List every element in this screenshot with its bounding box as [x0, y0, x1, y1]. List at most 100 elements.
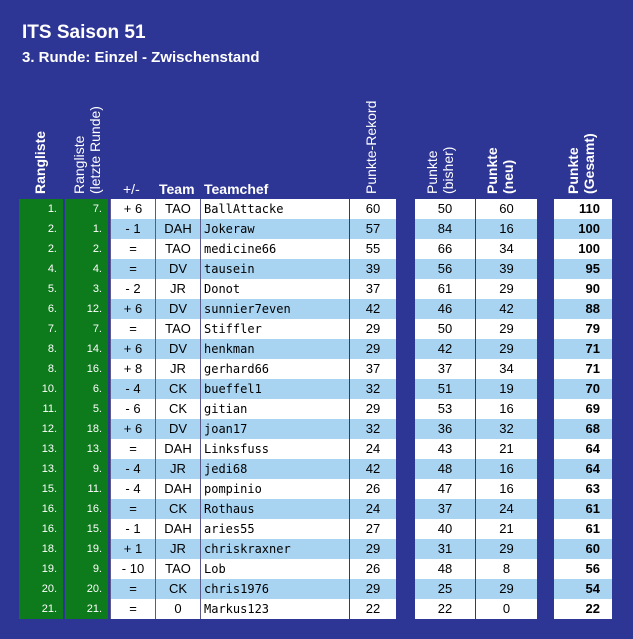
prev-rank-cell: 15.: [65, 519, 108, 539]
change-cell: - 1: [110, 519, 155, 539]
table-row: 7. 7. = TAO Stiffler 29 50 29 79: [0, 319, 633, 339]
punkte-gesamt-cell: 71: [553, 339, 613, 359]
table-row: 12. 18. + 6 DV joan17 32 36 32 68: [0, 419, 633, 439]
punkte-neu-cell: 24: [475, 499, 538, 519]
punkte-gesamt-cell: 70: [553, 379, 613, 399]
table-row: 5. 3. - 2 JR Donot 37 61 29 90: [0, 279, 633, 299]
rank-cell: 10.: [19, 379, 63, 399]
punkte-rekord-cell: 29: [349, 539, 397, 559]
punkte-gesamt-cell: 79: [553, 319, 613, 339]
change-cell: + 6: [110, 299, 155, 319]
rank-cell: 2.: [19, 239, 63, 259]
prev-rank-cell: 20.: [65, 579, 108, 599]
table-row: 15. 11. - 4 DAH pompinio 26 47 16 63: [0, 479, 633, 499]
teamchef-cell: aries55: [200, 519, 349, 539]
punkte-rekord-cell: 37: [349, 359, 397, 379]
team-cell: 0: [155, 599, 200, 619]
team-cell: DAH: [155, 439, 200, 459]
teamchef-cell: gerhard66: [200, 359, 349, 379]
table-row: 21. 21. = 0 Markus123 22 22 0 22: [0, 599, 633, 619]
team-cell: CK: [155, 379, 200, 399]
team-cell: DV: [155, 299, 200, 319]
punkte-rekord-cell: 42: [349, 299, 397, 319]
prev-rank-cell: 7.: [65, 199, 108, 219]
punkte-gesamt-cell: 63: [553, 479, 613, 499]
rank-cell: 21.: [19, 599, 63, 619]
teamchef-cell: bueffel1: [200, 379, 349, 399]
punkte-rekord-cell: 22: [349, 599, 397, 619]
punkte-rekord-cell: 32: [349, 379, 397, 399]
punkte-gesamt-cell: 69: [553, 399, 613, 419]
rank-cell: 2.: [19, 219, 63, 239]
change-cell: + 6: [110, 199, 155, 219]
change-cell: + 8: [110, 359, 155, 379]
team-cell: CK: [155, 499, 200, 519]
punkte-neu-cell: 29: [475, 339, 538, 359]
teamchef-cell: Rothaus: [200, 499, 349, 519]
teamchef-cell: gitian: [200, 399, 349, 419]
rank-cell: 1.: [19, 199, 63, 219]
table-row: 1. 7. + 6 TAO BallAttacke 60 50 60 110: [0, 199, 633, 219]
table-row: 11. 5. - 6 CK gitian 29 53 16 69: [0, 399, 633, 419]
punkte-bisher-cell: 56: [414, 259, 475, 279]
punkte-bisher-cell: 51: [414, 379, 475, 399]
header-punkte-neu-line2: (neu): [500, 159, 516, 194]
punkte-bisher-cell: 37: [414, 499, 475, 519]
punkte-gesamt-cell: 61: [553, 519, 613, 539]
rank-cell: 16.: [19, 499, 63, 519]
teamchef-cell: jedi68: [200, 459, 349, 479]
punkte-neu-cell: 42: [475, 299, 538, 319]
table-row: 10. 6. - 4 CK bueffel1 32 51 19 70: [0, 379, 633, 399]
table-row: 19. 9. - 10 TAO Lob 26 48 8 56: [0, 559, 633, 579]
punkte-rekord-cell: 60: [349, 199, 397, 219]
rank-cell: 8.: [19, 359, 63, 379]
punkte-gesamt-cell: 61: [553, 499, 613, 519]
punkte-rekord-cell: 42: [349, 459, 397, 479]
teamchef-cell: Markus123: [200, 599, 349, 619]
table-row: 18. 19. + 1 JR chriskraxner 29 31 29 60: [0, 539, 633, 559]
punkte-bisher-cell: 50: [414, 319, 475, 339]
punkte-neu-cell: 16: [475, 219, 538, 239]
punkte-bisher-cell: 46: [414, 299, 475, 319]
punkte-rekord-cell: 55: [349, 239, 397, 259]
punkte-bisher-cell: 25: [414, 579, 475, 599]
prev-rank-cell: 9.: [65, 459, 108, 479]
punkte-neu-cell: 34: [475, 359, 538, 379]
team-cell: CK: [155, 399, 200, 419]
prev-rank-cell: 12.: [65, 299, 108, 319]
punkte-rekord-cell: 26: [349, 559, 397, 579]
punkte-neu-cell: 16: [475, 399, 538, 419]
teamchef-cell: tausein: [200, 259, 349, 279]
team-cell: DV: [155, 419, 200, 439]
table-row: 13. 9. - 4 JR jedi68 42 48 16 64: [0, 459, 633, 479]
prev-rank-cell: 11.: [65, 479, 108, 499]
punkte-neu-cell: 29: [475, 539, 538, 559]
punkte-gesamt-cell: 88: [553, 299, 613, 319]
change-cell: =: [110, 439, 155, 459]
change-cell: =: [110, 319, 155, 339]
punkte-bisher-cell: 50: [414, 199, 475, 219]
change-cell: - 1: [110, 219, 155, 239]
prev-rank-cell: 9.: [65, 559, 108, 579]
teamchef-cell: BallAttacke: [200, 199, 349, 219]
header-rangliste: Rangliste: [32, 130, 48, 194]
team-cell: DAH: [155, 219, 200, 239]
prev-rank-cell: 5.: [65, 399, 108, 419]
table-row: 6. 12. + 6 DV sunnier7even 42 46 42 88: [0, 299, 633, 319]
punkte-rekord-cell: 37: [349, 279, 397, 299]
punkte-rekord-cell: 32: [349, 419, 397, 439]
prev-rank-cell: 19.: [65, 539, 108, 559]
punkte-bisher-cell: 40: [414, 519, 475, 539]
punkte-gesamt-cell: 60: [553, 539, 613, 559]
team-cell: TAO: [155, 319, 200, 339]
rank-cell: 7.: [19, 319, 63, 339]
teamchef-cell: Jokeraw: [200, 219, 349, 239]
punkte-gesamt-cell: 110: [553, 199, 613, 219]
punkte-gesamt-cell: 100: [553, 219, 613, 239]
rank-cell: 19.: [19, 559, 63, 579]
change-cell: =: [110, 259, 155, 279]
teamchef-cell: Lob: [200, 559, 349, 579]
change-cell: =: [110, 599, 155, 619]
table-row: 8. 16. + 8 JR gerhard66 37 37 34 71: [0, 359, 633, 379]
table-row: 20. 20. = CK chris1976 29 25 29 54: [0, 579, 633, 599]
